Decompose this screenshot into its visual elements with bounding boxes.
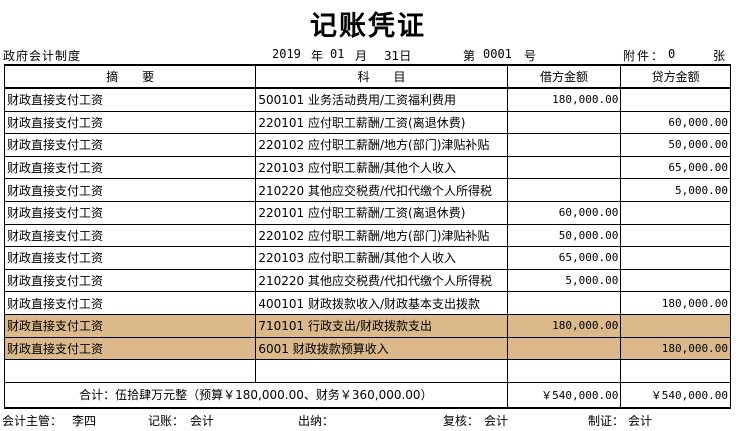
row-debit xyxy=(506,336,622,361)
month-unit: 月 xyxy=(355,49,368,63)
table-row: 财政直接支付工资 220102 应付职工薪酬/地方(部门)津贴补贴 50,000.0… xyxy=(3,133,731,157)
attachments-label: 附件： xyxy=(623,49,666,63)
row-credit xyxy=(620,268,731,293)
table-row: 财政直接支付工资 210220 其他应交税费/代扣代缴个人所得税 5,000.00 xyxy=(3,178,731,202)
row-debit xyxy=(506,133,622,157)
row-credit: 65,000.00 xyxy=(620,155,731,180)
row-debit xyxy=(506,178,622,202)
table-row: 财政直接支付工资 220101 应付职工薪酬/工资(离退休费) 60,000.00 xyxy=(3,110,731,135)
row-summary: 财政直接支付工资 xyxy=(3,110,257,135)
row-credit xyxy=(620,359,731,383)
table-row xyxy=(3,359,731,383)
bookkeeper-label: 记账： xyxy=(148,414,185,428)
row-debit: 5,000.00 xyxy=(506,268,622,293)
accounting-system-label: 政府会计制度 xyxy=(3,49,82,63)
table-row: 财政直接支付工资 400101 财政拨款收入/财政基本支出拨款 180,000.00 xyxy=(3,291,731,315)
header-account: 科 目 xyxy=(255,64,508,89)
row-account: 6001 财政拨款预算收入 xyxy=(255,336,508,361)
table-row: 财政直接支付工资 220103 应付职工薪酬/其他个人收入 65,000.00 xyxy=(3,155,731,180)
voucher-no-unit: 号 xyxy=(524,49,537,63)
row-credit xyxy=(620,246,731,270)
row-debit xyxy=(506,291,622,315)
row-account: 400101 财政拨款收入/财政基本支出拨款 xyxy=(255,291,508,315)
table-row: 财政直接支付工资 220102 应付职工薪酬/地方(部门)津贴补贴 50,000.0… xyxy=(3,223,731,248)
reviewer-name: 会计 xyxy=(484,414,509,428)
cashier-label: 出纳： xyxy=(298,414,335,428)
row-credit: 60,000.00 xyxy=(620,110,731,135)
header-credit: 贷方金额 xyxy=(620,64,731,89)
voucher-no-label: 第 xyxy=(463,49,476,63)
total-label: 合计：伍拾肆万元整（预算￥180,000.00、财务￥360,000.00） xyxy=(4,381,508,409)
row-credit: 5,000.00 xyxy=(620,178,731,202)
row-debit xyxy=(506,155,622,180)
bookkeeper-name: 会计 xyxy=(190,414,215,428)
row-debit xyxy=(506,359,622,383)
row-credit xyxy=(620,313,731,338)
table-row: 财政直接支付工资 220101 应付职工薪酬/工资(离退休费) 60,000.00 xyxy=(3,200,731,225)
row-summary: 财政直接支付工资 xyxy=(3,178,257,202)
voucher-month: 01 xyxy=(330,47,345,61)
row-credit: 50,000.00 xyxy=(620,133,731,157)
table-row: 财政直接支付工资 220103 应付职工薪酬/其他个人收入 65,000.00 xyxy=(3,246,731,270)
row-account: 220103 应付职工薪酬/其他个人收入 xyxy=(255,155,508,180)
total-debit: ￥540,000.00 xyxy=(506,381,622,409)
row-summary: 财政直接支付工资 xyxy=(3,155,257,180)
row-credit xyxy=(620,223,731,248)
row-account: 220101 应付职工薪酬/工资(离退休费) xyxy=(255,200,508,225)
row-summary: 财政直接支付工资 xyxy=(3,336,257,361)
row-summary: 财政直接支付工资 xyxy=(3,87,257,112)
total-credit: ￥540,000.00 xyxy=(620,381,731,409)
header-debit: 借方金额 xyxy=(506,64,622,89)
row-debit: 65,000.00 xyxy=(506,246,622,270)
row-account: 220101 应付职工薪酬/工资(离退休费) xyxy=(255,110,508,135)
row-summary: 财政直接支付工资 xyxy=(3,246,257,270)
reviewer-label: 复核： xyxy=(443,414,480,428)
table-row: 财政直接支付工资 210220 其他应交税费/代扣代缴个人所得税 5,000.00 xyxy=(3,268,731,293)
row-account: 500101 业务活动费用/工资福利费用 xyxy=(255,87,508,112)
row-account: 220103 应付职工薪酬/其他个人收入 xyxy=(255,246,508,270)
row-credit: 180,000.00 xyxy=(620,336,731,361)
attachments-count: 0 xyxy=(668,47,676,61)
row-summary: 财政直接支付工资 xyxy=(3,133,257,157)
row-credit: 180,000.00 xyxy=(620,291,731,315)
row-summary: 财政直接支付工资 xyxy=(3,268,257,293)
row-account: 710101 行政支出/财政拨款支出 xyxy=(255,313,508,338)
row-summary: 财政直接支付工资 xyxy=(3,291,257,315)
total-row: 合计：伍拾肆万元整（预算￥180,000.00、财务￥360,000.00） ￥… xyxy=(4,381,731,409)
row-summary: 财政直接支付工资 xyxy=(3,200,257,225)
row-debit: 50,000.00 xyxy=(506,223,622,248)
row-summary: 财政直接支付工资 xyxy=(3,313,257,338)
attachments-unit: 张 xyxy=(713,49,726,63)
row-credit xyxy=(620,200,731,225)
header-summary: 摘 要 xyxy=(3,64,257,89)
supervisor-name: 李四 xyxy=(72,414,97,428)
voucher-table: 摘 要 科 目 借方金额 贷方金额 财政直接支付工资 500101 业务活动费用/… xyxy=(3,64,731,409)
table-row: 财政直接支付工资 6001 财政拨款预算收入 180,000.00 xyxy=(3,336,731,361)
row-summary xyxy=(3,359,257,383)
row-credit xyxy=(620,87,731,112)
table-row: 财政直接支付工资 710101 行政支出/财政拨款支出 180,000.00 xyxy=(3,313,731,338)
row-debit xyxy=(506,110,622,135)
row-account: 220102 应付职工薪酬/地方(部门)津贴补贴 xyxy=(255,223,508,248)
voucher-title: 记账凭证 xyxy=(310,11,426,42)
supervisor-label: 会计主管： xyxy=(2,414,63,428)
voucher-number: 0001 xyxy=(483,47,512,61)
voucher-year: 2019 xyxy=(272,47,301,61)
row-debit: 180,000.00 xyxy=(506,87,622,112)
preparer-name: 会计 xyxy=(628,414,653,428)
year-unit: 年 xyxy=(311,49,324,63)
preparer-label: 制证： xyxy=(588,414,625,428)
row-summary: 财政直接支付工资 xyxy=(3,223,257,248)
row-account: 210220 其他应交税费/代扣代缴个人所得税 xyxy=(255,178,508,202)
row-account: 210220 其他应交税费/代扣代缴个人所得税 xyxy=(255,268,508,293)
table-header-row: 摘 要 科 目 借方金额 贷方金额 xyxy=(3,64,731,89)
voucher-day: 31日 xyxy=(384,49,412,63)
row-debit: 180,000.00 xyxy=(506,313,622,338)
row-account: 220102 应付职工薪酬/地方(部门)津贴补贴 xyxy=(255,133,508,157)
row-account xyxy=(255,359,508,383)
table-row: 财政直接支付工资 500101 业务活动费用/工资福利费用 180,000.00 xyxy=(3,87,731,112)
row-debit: 60,000.00 xyxy=(506,200,622,225)
